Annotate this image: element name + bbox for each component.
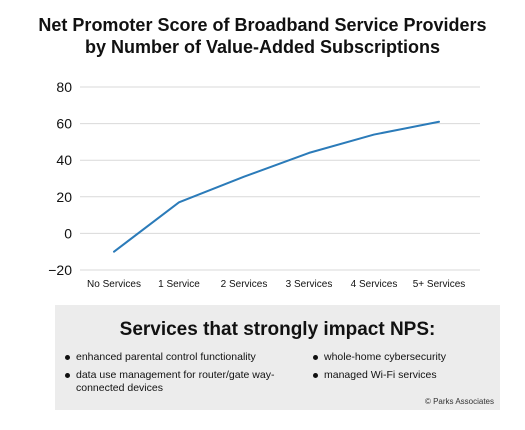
- bullet-item: data use management for router/gate way-…: [65, 369, 305, 395]
- bullet-text: data use management for router/gate way-…: [76, 369, 275, 394]
- bullet-item: whole-home cybersecurity: [313, 351, 493, 364]
- services-panel: Services that strongly impact NPS: enhan…: [55, 305, 500, 410]
- x-tick-label: 5+ Services: [413, 279, 466, 290]
- bullet-dot-icon: [313, 373, 318, 378]
- bullet-dot-icon: [313, 355, 318, 360]
- y-tick-label: −20: [48, 262, 72, 278]
- x-tick-label: 4 Services: [351, 279, 398, 290]
- bullet-item: enhanced parental control functionality: [65, 351, 305, 364]
- panel-title: Services that strongly impact NPS:: [119, 319, 436, 340]
- bullet-text: managed Wi-Fi services: [324, 369, 437, 381]
- copyright: © Parks Associates: [424, 397, 494, 406]
- bullet-text: enhanced parental control functionality: [76, 351, 256, 363]
- bullet-item: managed Wi-Fi services: [313, 369, 493, 382]
- line-chart: 80 60 40 20 0 −20 No Services 1 Service 2 Servic…: [48, 79, 480, 290]
- y-tick-label: 40: [56, 152, 72, 168]
- chart-title-line-1: Net Promoter Score of Broadband Service …: [38, 15, 487, 35]
- y-tick-label: 60: [56, 116, 72, 132]
- x-tick-label: 2 Services: [221, 279, 268, 290]
- y-tick-label: 20: [56, 189, 72, 205]
- y-tick-label: 80: [56, 79, 72, 95]
- bullet-dot-icon: [65, 355, 70, 360]
- series-line: [113, 120, 440, 253]
- x-tick-label: 3 Services: [286, 279, 333, 290]
- chart-title: Net Promoter Score of Broadband Service …: [0, 14, 525, 58]
- x-tick-label: 1 Service: [158, 279, 200, 290]
- bullet-text: whole-home cybersecurity: [324, 351, 446, 363]
- y-tick-label: 0: [64, 225, 72, 241]
- x-tick-label: No Services: [87, 279, 141, 290]
- chart-title-line-2: by Number of Value-Added Subscriptions: [84, 37, 441, 57]
- bullet-dot-icon: [65, 373, 70, 378]
